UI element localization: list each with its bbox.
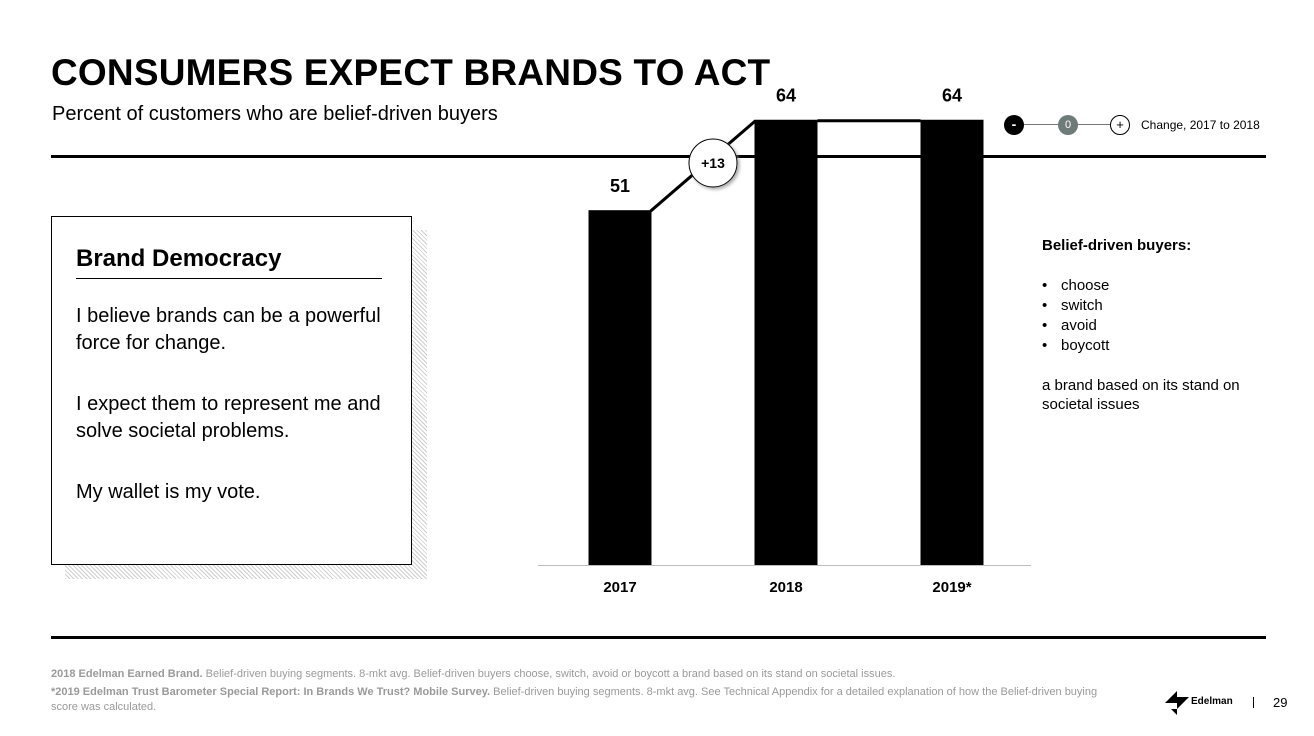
list-item: avoid <box>1042 316 1109 336</box>
brand-democracy-card: Brand Democracy I believe brands can be … <box>51 216 412 565</box>
footer-separator <box>1253 697 1254 708</box>
footnote-1-source: 2018 Edelman Earned Brand. <box>51 668 203 680</box>
card-paragraph: My wallet is my vote. <box>76 481 261 503</box>
footnote-1: 2018 Edelman Earned Brand. Belief-driven… <box>51 667 895 682</box>
data-label-2018: 64 <box>776 86 796 106</box>
x-tick-label-2018: 2018 <box>769 579 802 596</box>
data-label-2019*: 64 <box>942 86 962 106</box>
bar-2018 <box>754 119 818 565</box>
footer-divider <box>51 636 1266 639</box>
legend-label: Change, 2017 to 2018 <box>1141 118 1260 132</box>
page-number: 29 <box>1273 695 1288 710</box>
footnote-2-source: *2019 Edelman Trust Barometer Special Re… <box>51 686 491 698</box>
x-tick-label-2017: 2017 <box>603 579 636 596</box>
edelman-mark-icon <box>1165 691 1189 715</box>
edelman-logo: Edelman <box>1163 688 1235 716</box>
card-paragraph: I believe brands can be a powerful force… <box>76 305 381 354</box>
card-title: Brand Democracy <box>76 245 282 272</box>
bar-2019* <box>920 119 984 565</box>
page-subtitle: Percent of customers who are belief-driv… <box>52 103 498 125</box>
notes-heading: Belief-driven buyers: <box>1042 237 1192 254</box>
page-title: CONSUMERS EXPECT BRANDS TO ACT <box>51 52 771 93</box>
header-divider <box>51 155 1266 158</box>
legend-minus-icon: - <box>1004 115 1024 135</box>
footnote-2: *2019 Edelman Trust Barometer Special Re… <box>51 685 1111 715</box>
legend-plus-icon: + <box>1110 115 1130 135</box>
card-title-underline <box>76 278 382 279</box>
change-bubble <box>688 138 738 188</box>
logo-text: Edelman <box>1191 696 1233 707</box>
footnote-1-text: Belief-driven buying segments. 8-mkt avg… <box>202 668 896 680</box>
list-item: switch <box>1042 296 1109 316</box>
bar-2017 <box>588 210 652 565</box>
data-label-2017: 51 <box>610 176 630 196</box>
footnote-2-text: Belief-driven buying segments. 8-mkt avg… <box>51 686 1098 713</box>
list-item: choose <box>1042 276 1109 296</box>
legend-zero-icon: 0 <box>1058 115 1078 135</box>
x-tick-label-2019*: 2019* <box>932 579 971 596</box>
change-legend: - 0 + Change, 2017 to 2018 <box>1003 114 1273 136</box>
change-bubble-label: +13 <box>701 155 725 171</box>
notes-list: choose switch avoid boycott <box>1042 276 1109 356</box>
card-paragraph: I expect them to represent me and solve … <box>76 393 381 442</box>
notes-tail: a brand based on its stand on societal i… <box>1042 377 1240 413</box>
list-item: boycott <box>1042 336 1109 356</box>
